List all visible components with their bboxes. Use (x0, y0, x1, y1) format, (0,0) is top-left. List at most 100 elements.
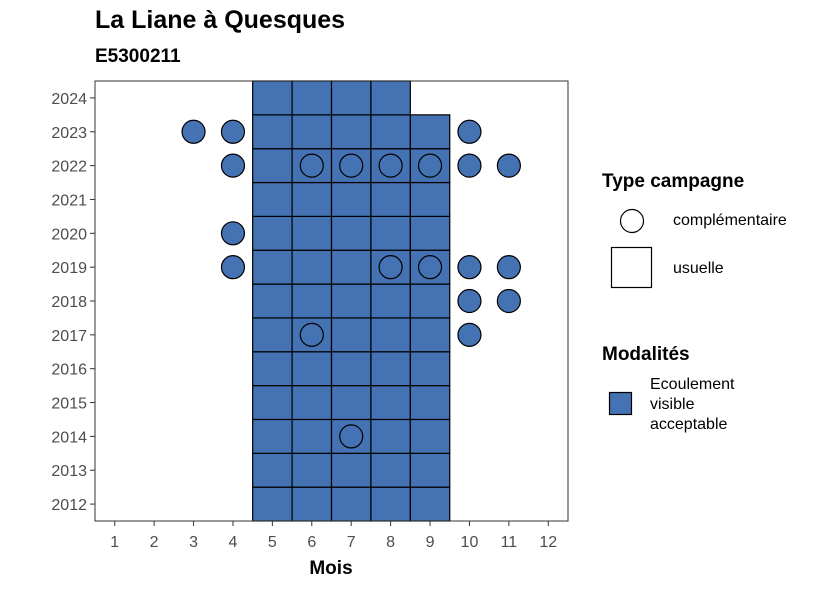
y-tick-label-2020: 2020 (51, 226, 87, 243)
usuelle-cell-2012-6 (291, 486, 333, 522)
usuelle-cell-2019-7 (330, 249, 372, 285)
usuelle-cell-2021-7 (330, 181, 372, 217)
usuelle-cell-2016-8 (370, 351, 411, 387)
usuelle-cell-2014-6 (291, 418, 333, 454)
usuelle-cell-2012-7 (330, 486, 372, 522)
complementaire-point-2017-6 (299, 322, 324, 347)
usuelle-cell-2013-7 (330, 452, 372, 488)
complementaire-point-2020-4 (220, 221, 246, 246)
x-tick-label-9: 9 (426, 534, 435, 551)
usuelle-cell-2012-9 (409, 486, 451, 522)
usuelle-cell-2016-7 (330, 351, 372, 387)
legend-square-symbol (610, 246, 653, 289)
usuelle-cell-2021-8 (370, 181, 411, 217)
usuelle-cell-2014-8 (370, 418, 411, 454)
y-tick-label-2016: 2016 (51, 362, 87, 379)
complementaire-point-2017-10 (457, 322, 482, 347)
complementaire-point-2019-8 (378, 255, 403, 280)
chart-subtitle: E5300211 (95, 46, 181, 67)
usuelle-cell-2013-9 (409, 452, 451, 488)
usuelle-cell-2013-5 (252, 452, 293, 488)
usuelle-cell-2023-8 (370, 114, 411, 150)
y-tick-label-2018: 2018 (51, 294, 87, 311)
usuelle-cell-2021-6 (291, 181, 333, 217)
legend-modalites-title: Modalités (602, 344, 690, 365)
complementaire-point-2014-7 (339, 424, 364, 449)
usuelle-cell-2013-8 (370, 452, 411, 488)
complementaire-point-2022-4 (220, 153, 246, 178)
x-tick-label-10: 10 (461, 534, 479, 551)
complementaire-point-2018-10 (457, 288, 482, 314)
usuelle-cell-2015-7 (330, 385, 372, 421)
legend-label-complementaire: complémentaire (673, 212, 787, 229)
usuelle-cell-2021-5 (252, 181, 293, 217)
usuelle-cell-2016-9 (409, 351, 451, 387)
usuelle-cell-2018-9 (409, 283, 451, 319)
x-tick-label-2: 2 (150, 534, 159, 551)
y-tick-label-2013: 2013 (51, 463, 87, 480)
x-tick-label-3: 3 (189, 534, 198, 551)
usuelle-cell-2020-5 (252, 215, 293, 251)
x-tick-label-12: 12 (539, 534, 557, 551)
usuelle-cell-2015-8 (370, 385, 411, 421)
usuelle-cell-2017-9 (409, 317, 451, 353)
y-tick-label-2014: 2014 (51, 429, 87, 446)
usuelle-cell-2020-8 (370, 215, 411, 251)
complementaire-point-2022-11 (496, 153, 521, 178)
complementaire-points (181, 119, 521, 449)
x-tick-label-7: 7 (347, 534, 356, 551)
usuelle-cell-2023-9 (409, 114, 451, 150)
y-tick-label-2024: 2024 (51, 91, 87, 108)
usuelle-cell-2019-5 (252, 249, 293, 285)
y-tick-label-2022: 2022 (51, 159, 87, 176)
legend-key-usuelle (610, 246, 653, 289)
usuelle-cell-2012-5 (252, 486, 293, 522)
y-tick-label-2015: 2015 (51, 396, 87, 413)
usuelle-cell-2016-6 (291, 351, 333, 387)
usuelle-cell-2015-9 (409, 385, 451, 421)
usuelle-cell-2017-5 (252, 317, 293, 353)
usuelle-cell-2018-7 (330, 283, 372, 319)
usuelle-cell-2019-6 (291, 249, 333, 285)
complementaire-point-2019-10 (457, 255, 482, 280)
complementaire-point-2023-10 (457, 119, 482, 144)
complementaire-point-2022-10 (457, 153, 482, 178)
legend-fill-symbol (608, 391, 633, 416)
y-tick-label-2023: 2023 (51, 125, 87, 142)
x-tick-label-1: 1 (110, 534, 119, 551)
complementaire-point-2019-4 (220, 255, 246, 280)
usuelle-cell-2023-5 (252, 114, 293, 150)
complementaire-point-2023-3 (181, 119, 206, 144)
usuelle-cell-2015-5 (252, 385, 293, 421)
usuelle-cell-2024-7 (330, 80, 372, 116)
x-tick-label-11: 11 (501, 534, 518, 551)
usuelle-cell-2020-9 (409, 215, 451, 251)
x-axis: 1 2 3 4 5 6 7 8 9 10 11 12 (110, 521, 557, 551)
complementaire-point-2018-11 (496, 288, 521, 314)
usuelle-cell-2017-8 (370, 317, 411, 353)
legend-key-complementaire (619, 208, 645, 234)
complementaire-point-2022-6 (299, 153, 324, 178)
usuelle-cell-2016-5 (252, 351, 293, 387)
y-tick-label-2012: 2012 (51, 497, 87, 514)
x-tick-label-5: 5 (268, 534, 277, 551)
usuelle-cell-2024-8 (370, 80, 411, 116)
complementaire-point-2019-11 (496, 255, 521, 280)
usuelle-cell-2013-6 (291, 452, 333, 488)
complementaire-point-2023-4 (220, 119, 246, 144)
usuelle-cell-2014-5 (252, 418, 293, 454)
x-tick-label-4: 4 (229, 534, 238, 551)
complementaire-point-2019-9 (417, 255, 443, 280)
usuelle-cell-2021-9 (409, 181, 451, 217)
usuelle-cell-2012-8 (370, 486, 411, 522)
usuelle-cell-2022-5 (252, 148, 293, 184)
usuelle-cell-2020-6 (291, 215, 333, 251)
usuelle-cells (252, 80, 451, 522)
usuelle-cell-2018-5 (252, 283, 293, 319)
y-tick-label-2019: 2019 (51, 260, 87, 277)
usuelle-cell-2020-7 (330, 215, 372, 251)
usuelle-cell-2024-5 (252, 80, 293, 116)
legend-type-title: Type campagne (602, 171, 745, 192)
y-tick-label-2017: 2017 (51, 328, 87, 345)
